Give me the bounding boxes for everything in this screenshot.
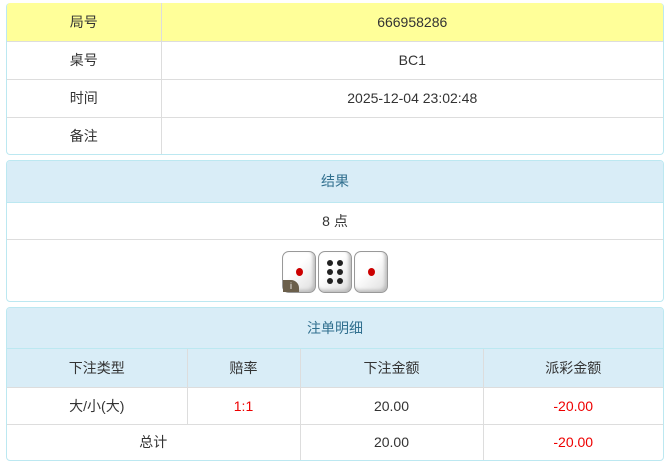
die-1-icon[interactable]: i — [282, 251, 316, 294]
table-row: 大/小(大) 1:1 20.00 -20.00 — [7, 386, 663, 425]
bet-amount: 20.00 — [299, 386, 484, 425]
value: 2025-12-04 23:02:48 — [160, 78, 663, 118]
bet-details-table: 下注类型 赔率 下注金额 派彩金额 大/小(大) 1:1 20.00 -20.0… — [7, 349, 663, 460]
bet-details-title: 注单明细 — [7, 308, 663, 349]
total-label: 总计 — [7, 423, 301, 460]
row-time: 时间 2025-12-04 23:02:48 — [7, 78, 663, 118]
table-header: 下注类型 赔率 下注金额 派彩金额 — [7, 349, 663, 388]
result-points: 8 点 — [7, 203, 663, 240]
label: 备注 — [7, 116, 162, 154]
payout: -20.00 — [482, 386, 663, 425]
total-payout: -20.00 — [482, 423, 663, 460]
col-bet-amount: 下注金额 — [299, 349, 484, 388]
info-icon[interactable]: i — [283, 280, 299, 293]
game-info-panel: 局号 666958286 桌号 BC1 时间 2025-12-04 23:02:48 … — [6, 3, 664, 155]
die-1-icon — [354, 251, 388, 294]
row-round-number: 局号 666958286 — [7, 3, 663, 42]
value: BC1 — [160, 40, 663, 80]
row-remark: 备注 — [7, 116, 663, 154]
label: 桌号 — [7, 40, 162, 80]
col-payout: 派彩金额 — [482, 349, 663, 388]
value — [160, 116, 663, 154]
result-title: 结果 — [7, 161, 663, 203]
row-table-number: 桌号 BC1 — [7, 40, 663, 80]
col-bet-type: 下注类型 — [7, 349, 188, 388]
die-6-icon — [318, 251, 352, 294]
bet-type: 大/小(大) — [7, 386, 188, 425]
label: 局号 — [7, 3, 162, 42]
col-odds: 赔率 — [186, 349, 301, 388]
result-panel: 结果 8 点 i — [6, 160, 664, 302]
total-row: 总计 20.00 -20.00 — [7, 423, 663, 460]
total-amount: 20.00 — [299, 423, 484, 460]
game-info-table: 局号 666958286 桌号 BC1 时间 2025-12-04 23:02:48 … — [7, 3, 663, 154]
value: 666958286 — [160, 3, 663, 42]
bet-details-panel: 注单明细 下注类型 赔率 下注金额 派彩金额 大/小(大) 1:1 20.00 … — [6, 307, 664, 461]
label: 时间 — [7, 78, 162, 118]
odds: 1:1 — [186, 386, 301, 425]
dice-row: i — [7, 240, 663, 301]
